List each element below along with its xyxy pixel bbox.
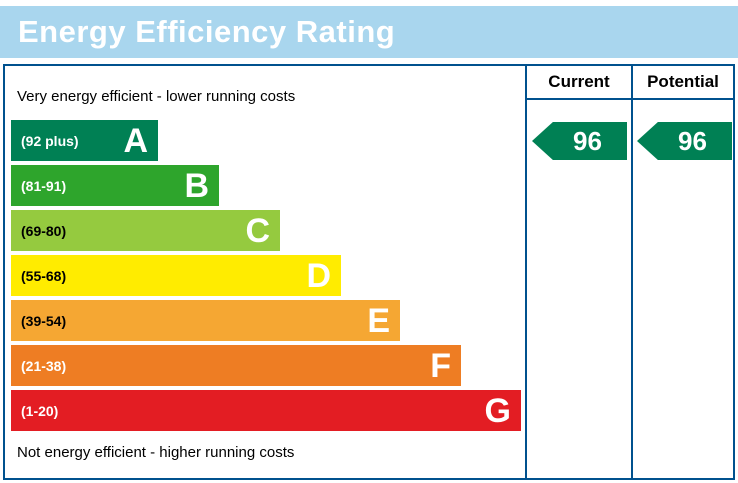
top-caption: Very energy efficient - lower running co… bbox=[17, 88, 296, 105]
rating-band: (1-20) G bbox=[11, 390, 521, 431]
column-divider bbox=[631, 66, 633, 478]
title-bar: Energy Efficiency Rating bbox=[0, 6, 738, 58]
band-range-label: (69-80) bbox=[21, 222, 67, 239]
band-range-label: (39-54) bbox=[21, 312, 67, 329]
rating-band: (21-38) F bbox=[11, 345, 461, 386]
band-letter: E bbox=[367, 301, 390, 340]
bands: (92 plus) A (81-91) B (69-80) C (55-68) … bbox=[11, 120, 521, 435]
rating-band: (55-68) D bbox=[11, 255, 341, 296]
band-letter: B bbox=[184, 166, 209, 205]
column-divider bbox=[525, 66, 527, 478]
rating-band: (81-91) B bbox=[11, 165, 219, 206]
band-letter: F bbox=[430, 346, 451, 385]
band-range-label: (1-20) bbox=[21, 402, 59, 419]
current-column-header: Current bbox=[548, 72, 610, 91]
bottom-caption: Not energy efficient - higher running co… bbox=[17, 444, 295, 461]
rating-band: (69-80) C bbox=[11, 210, 280, 251]
rating-band: (39-54) E bbox=[11, 300, 400, 341]
header-underline bbox=[525, 98, 733, 100]
rating-band: (92 plus) A bbox=[11, 120, 158, 161]
current-rating-arrow: 96 bbox=[532, 122, 627, 160]
potential-rating-value: 96 bbox=[678, 125, 707, 156]
page-title: Energy Efficiency Rating bbox=[18, 14, 396, 49]
band-range-label: (55-68) bbox=[21, 267, 67, 284]
band-range-label: (81-91) bbox=[21, 177, 67, 194]
current-rating-value: 96 bbox=[573, 125, 602, 156]
band-range-label: (92 plus) bbox=[21, 132, 79, 149]
potential-column-header: Potential bbox=[647, 72, 719, 91]
band-range-label: (21-38) bbox=[21, 357, 67, 374]
band-letter: G bbox=[484, 391, 511, 430]
band-letter: A bbox=[123, 121, 148, 160]
band-letter: D bbox=[306, 256, 331, 295]
band-letter: C bbox=[245, 211, 270, 250]
potential-rating-arrow: 96 bbox=[637, 122, 732, 160]
chart-area: Current Potential Very energy efficient … bbox=[3, 64, 735, 480]
